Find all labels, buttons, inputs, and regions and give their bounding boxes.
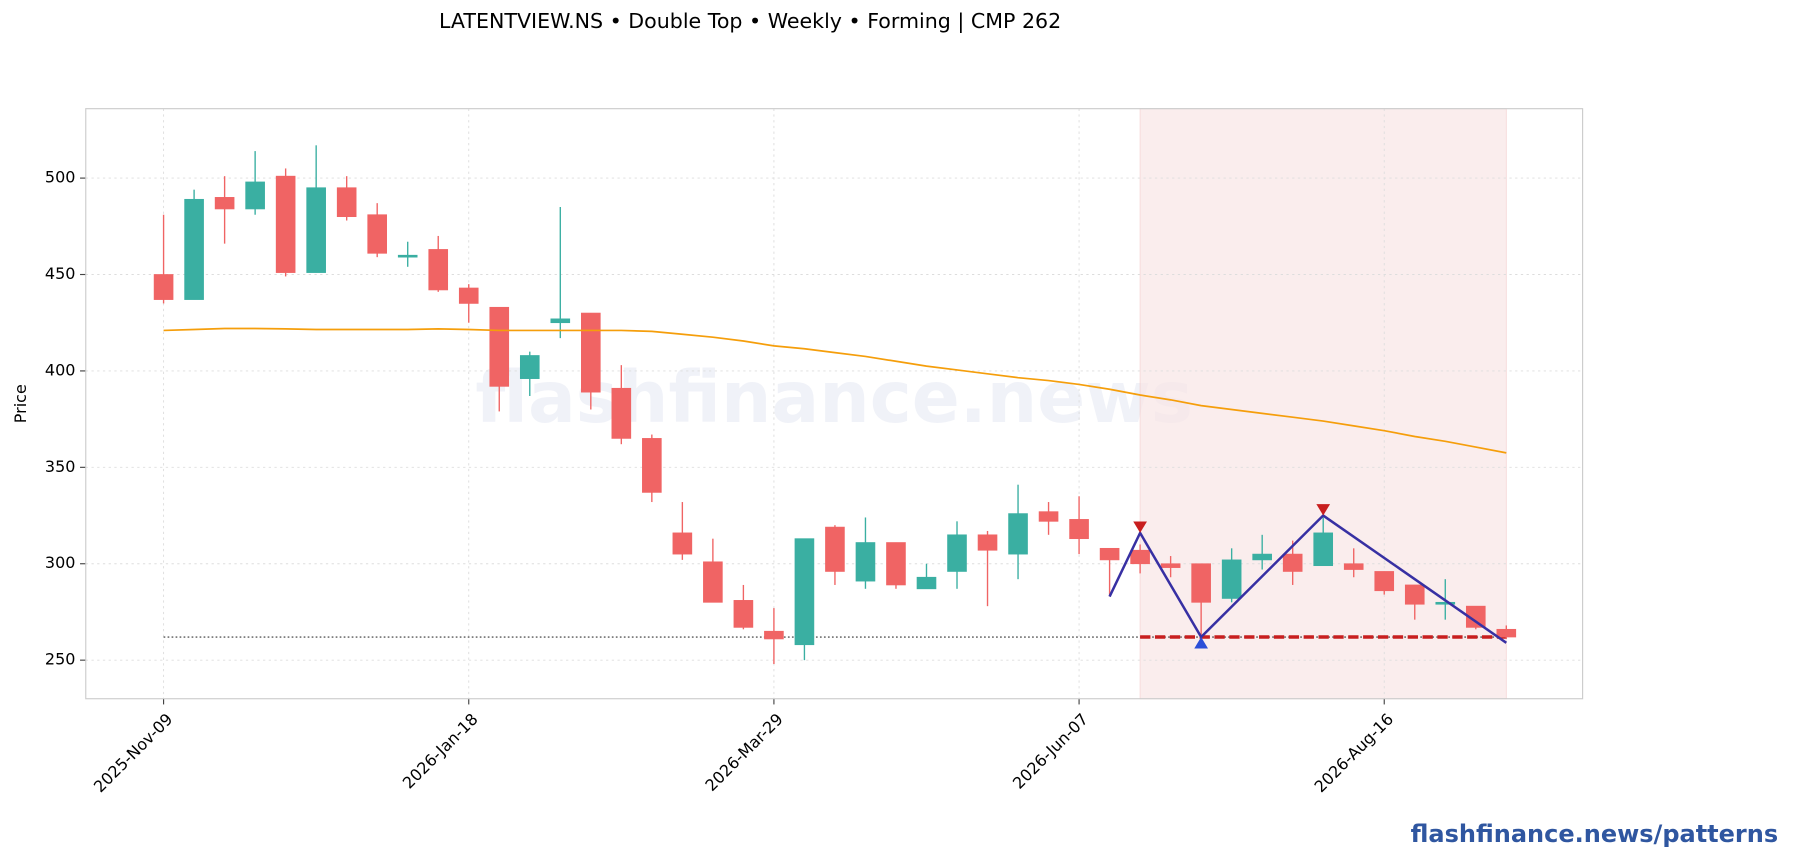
candle-body [306,187,326,273]
y-tick-label: 250 [45,650,76,669]
candle-body [184,198,204,300]
candle-body [245,181,265,210]
candle-body [550,318,571,324]
candle-body [1404,584,1425,605]
x-tick-label: 2026-Aug-16 [1310,710,1397,797]
candle-body [275,175,296,273]
candle-body [855,542,876,582]
candle-body [1191,563,1211,603]
candle-body [916,576,937,590]
candle-body [214,197,235,210]
candle-body [489,306,510,387]
candle-body [886,542,906,586]
candle-body [458,287,479,304]
x-tick-label: 2026-Jun-07 [1009,710,1092,793]
candle-body [397,254,418,258]
y-tick-label: 300 [45,553,76,572]
candle-body [367,214,387,254]
pattern-marker [1133,521,1147,533]
candle-body [703,561,723,603]
candle-body [1313,532,1334,567]
candle-body [794,538,815,646]
candle-body [1435,601,1456,605]
chart-title: LATENTVIEW.NS • Double Top • Weekly • Fo… [439,9,1061,34]
candle-body [581,312,601,393]
candle-body [1465,605,1486,628]
candle-body [1160,563,1181,568]
footer: flashfinance.news/patterns [1411,820,1779,848]
candle-body [977,534,998,551]
candle-body [1130,549,1150,565]
candle-body [947,534,967,572]
candle-body [672,532,693,555]
candle-body [1343,563,1364,570]
candle-body [1069,519,1089,540]
pattern-marker [1194,637,1209,649]
y-tick-label: 500 [45,168,76,187]
x-tick-label: 2025-Nov-09 [90,710,177,797]
candle-body [1099,547,1120,561]
candle-body [336,187,357,218]
candle-body [1496,628,1517,638]
candle-body [1282,553,1303,572]
y-axis-label: Price [11,384,30,423]
candle-body [611,387,632,439]
candle-body [733,600,754,628]
candle-body [428,249,449,291]
moving-average [163,327,1507,454]
plot-frame [85,108,1584,700]
candle-body [764,630,784,640]
candle-body [642,438,662,493]
candle-body [153,274,174,300]
candle-body [519,355,540,379]
candle-body [1374,571,1395,592]
candle-body [1221,559,1242,599]
y-tick-label: 350 [45,457,76,476]
y-tick-label: 400 [45,360,76,379]
candle-body [1038,511,1059,522]
pattern-line [1108,513,1508,644]
y-tick-label: 450 [45,264,76,283]
candle-body [825,526,845,572]
x-tick-label: 2026-Jan-18 [399,710,482,793]
x-tick-label: 2026-Mar-29 [701,710,786,795]
candle-body [1252,553,1272,561]
pattern-marker [1316,504,1331,516]
candle-body [1008,513,1028,555]
